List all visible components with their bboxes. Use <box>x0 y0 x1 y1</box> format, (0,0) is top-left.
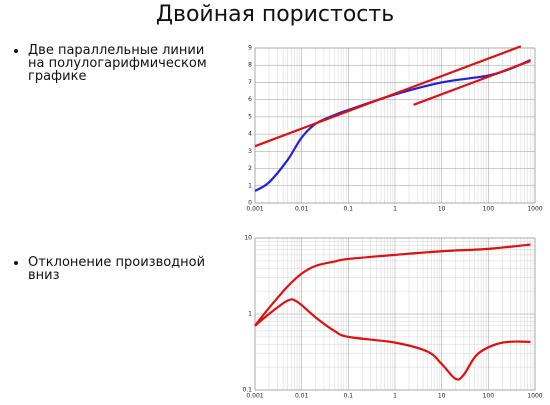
y-tick-label: 10 <box>244 235 252 242</box>
y-tick-label: 7 <box>248 79 252 86</box>
y-tick-label: 6 <box>248 96 252 103</box>
y-tick-label: 1 <box>248 311 252 318</box>
x-tick-label: 1000 <box>527 393 542 400</box>
x-tick-label: 1 <box>393 206 397 213</box>
bullet-line: Две параллельные линии <box>28 43 205 58</box>
x-tick-label: 1000 <box>527 206 542 213</box>
x-tick-label: 100 <box>483 206 495 213</box>
bullet-line: Отклонение производной <box>28 255 206 270</box>
x-tick-label: 0.1 <box>344 206 354 213</box>
y-tick-label: 9 <box>248 45 252 52</box>
y-tick-label: 2 <box>248 165 252 172</box>
y-tick-label: 1 <box>248 182 252 189</box>
data-line <box>254 243 531 327</box>
bullet-line: вниз <box>28 268 60 283</box>
y-tick-label: 5 <box>248 113 252 120</box>
y-tick-label: 0 <box>248 200 252 207</box>
x-tick-label: 0.1 <box>344 393 354 400</box>
x-tick-label: 0.001 <box>246 206 263 213</box>
y-tick-label: 0.1 <box>242 387 252 394</box>
y-tick-label: 8 <box>248 62 252 69</box>
x-tick-label: 0.01 <box>295 206 309 213</box>
x-tick-label: 10 <box>438 206 446 213</box>
x-tick-label: 1 <box>393 393 397 400</box>
y-tick-label: 4 <box>248 131 252 138</box>
x-tick-label: 0.01 <box>295 393 309 400</box>
bullet-line: графике <box>28 69 87 84</box>
x-tick-label: 10 <box>438 393 446 400</box>
x-tick-label: 0.001 <box>246 393 263 400</box>
slide-title: Двойная пористость <box>155 2 395 27</box>
bullet-line: на полулогарифмическом <box>28 56 207 71</box>
data-line <box>413 59 531 106</box>
data-line <box>254 45 522 148</box>
x-tick-label: 100 <box>483 393 495 400</box>
y-tick-label: 3 <box>248 148 252 155</box>
data-line <box>254 298 531 381</box>
